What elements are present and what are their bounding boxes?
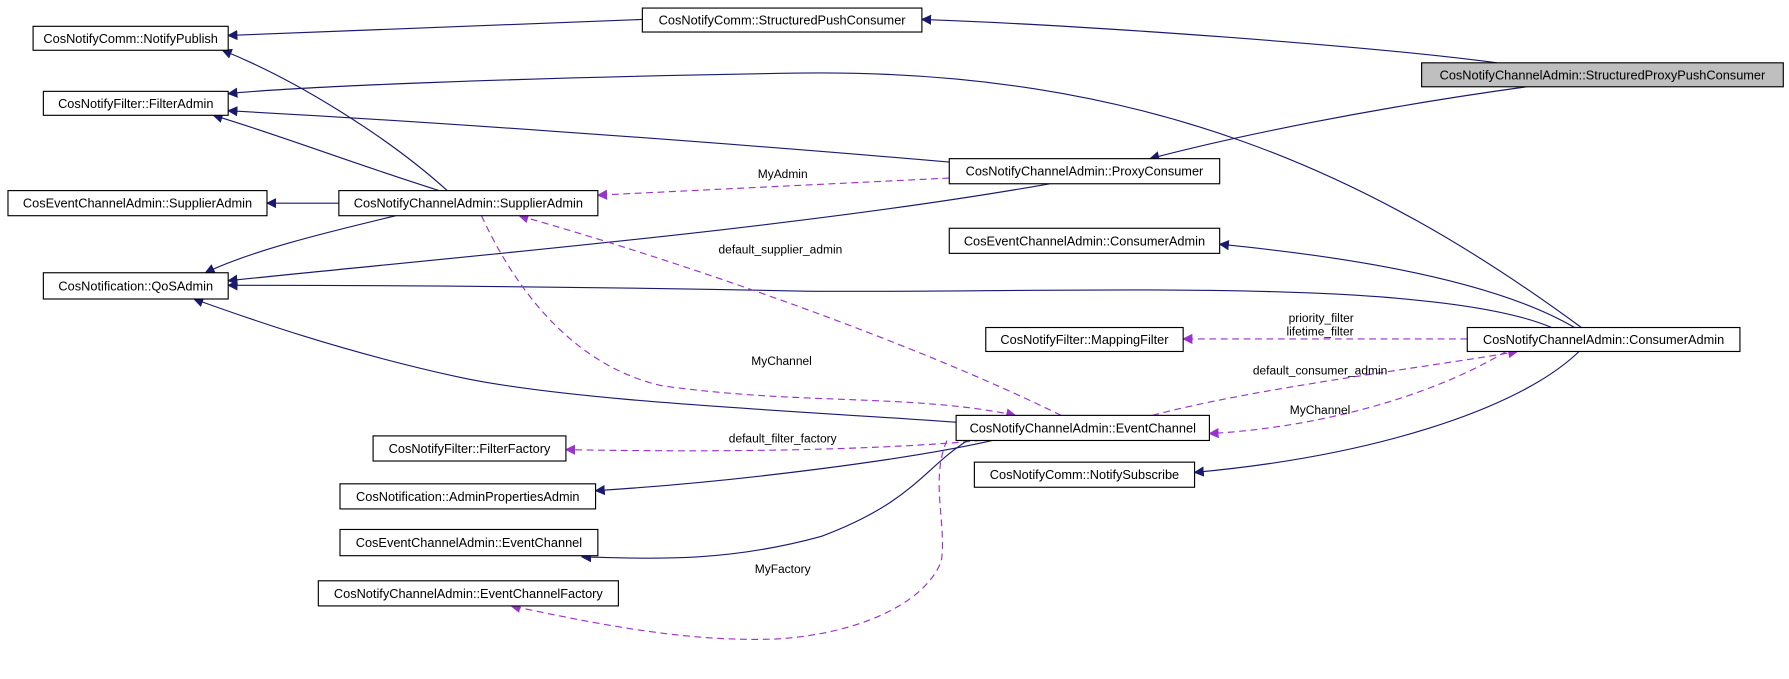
edge-sppc-to-structured-push-consumer (920, 14, 1497, 64)
edges (192, 14, 1582, 640)
edge-event-channel-to-qos-admin (192, 297, 957, 423)
edge-label-default-filter-factory: default_filter_factory (729, 432, 837, 446)
node-label: CosNotifyChannelAdmin::StructuredProxyPu… (1440, 67, 1766, 82)
node-filter-admin[interactable]: CosNotifyFilter::FilterAdmin (42, 90, 229, 116)
edge-supplier-admin-to-qos-admin (204, 215, 397, 274)
edge-event-channel-to-consumer-admin (1152, 348, 1519, 416)
edge-proxy-consumer-to-filter-admin (227, 106, 950, 163)
edge-consumer-admin-to-notify-subscribe (1193, 351, 1580, 477)
node-event-consumer-admin[interactable]: CosEventChannelAdmin::ConsumerAdmin (948, 227, 1221, 254)
node-notify-consumer-admin[interactable]: CosNotifyChannelAdmin::ConsumerAdmin (1466, 326, 1741, 353)
edge-structured-push-consumer-to-notify-publish (227, 18, 643, 41)
node-proxy-consumer[interactable]: CosNotifyChannelAdmin::ProxyConsumer (948, 158, 1221, 185)
node-event-channel-factory[interactable]: CosNotifyChannelAdmin::EventChannelFacto… (317, 580, 619, 607)
edge-label-lifetime-filter: lifetime_filter (1286, 325, 1353, 339)
node-label: CosNotifyChannelAdmin::ConsumerAdmin (1483, 332, 1724, 347)
edge-event-channel-to-admin-properties-admin (594, 439, 993, 496)
edge-label-priority-filter: priority_filter (1289, 311, 1354, 325)
edge-label-my-channel-supplier: MyChannel (751, 354, 812, 368)
node-label: CosNotifyFilter::FilterFactory (389, 441, 551, 456)
node-label: CosNotifyFilter::FilterAdmin (58, 96, 213, 111)
node-notify-supplier-admin[interactable]: CosNotifyChannelAdmin::SupplierAdmin (338, 190, 599, 217)
node-label: CosEventChannelAdmin::ConsumerAdmin (964, 233, 1205, 248)
edge-labels: MyAdmin default_supplier_admin priority_… (719, 167, 1388, 576)
edge-event-channel-to-supplier-admin (518, 213, 1062, 416)
node-notify-subscribe[interactable]: CosNotifyComm::NotifySubscribe (973, 461, 1196, 488)
edge-label-my-channel-consumer: MyChannel (1290, 403, 1351, 417)
edge-event-channel-to-event-event-channel (580, 439, 968, 563)
node-label: CosNotifyComm::NotifyPublish (43, 31, 218, 46)
node-label: CosNotifyFilter::MappingFilter (1000, 332, 1169, 347)
node-event-event-channel[interactable]: CosEventChannelAdmin::EventChannel (339, 528, 599, 557)
edge-label-default-supplier-admin: default_supplier_admin (719, 242, 843, 256)
node-label: CosEventChannelAdmin::SupplierAdmin (23, 196, 252, 211)
node-label: CosNotifyChannelAdmin::EventChannel (970, 420, 1196, 435)
node-label: CosEventChannelAdmin::EventChannel (356, 535, 582, 550)
edge-consumer-admin-to-filter-admin (227, 72, 1582, 328)
node-label: CosNotifyComm::StructuredPushConsumer (659, 13, 907, 28)
edge-proxy-consumer-to-qos-admin (227, 183, 1050, 285)
node-event-supplier-admin[interactable]: CosEventChannelAdmin::SupplierAdmin (7, 190, 268, 217)
node-mapping-filter[interactable]: CosNotifyFilter::MappingFilter (985, 326, 1184, 353)
edge-proxy-consumer-to-supplier-admin (596, 177, 950, 200)
node-filter-factory[interactable]: CosNotifyFilter::FilterFactory (372, 435, 567, 462)
edge-label-my-factory: MyFactory (755, 562, 811, 576)
node-label: CosNotifyComm::NotifySubscribe (990, 467, 1179, 482)
edge-consumer-admin-to-event-channel (1208, 350, 1507, 439)
edge-supplier-admin-to-filter-admin (212, 113, 440, 192)
edge-consumer-admin-to-event-consumer-admin (1218, 240, 1575, 329)
edge-consumer-admin-to-qos-admin (227, 280, 1552, 329)
edge-event-channel-to-filter-factory (564, 439, 982, 455)
node-label: CosNotifyChannelAdmin::EventChannelFacto… (334, 586, 604, 601)
node-label: CosNotifyChannelAdmin::ProxyConsumer (966, 164, 1204, 179)
edge-label-default-consumer-admin: default_consumer_admin (1253, 363, 1387, 377)
edge-sppc-to-proxy-consumer (1149, 86, 1527, 162)
edge-supplier-admin-to-event-channel (480, 215, 1017, 419)
node-structured-proxy-push-consumer[interactable]: CosNotifyChannelAdmin::StructuredProxyPu… (1421, 62, 1784, 88)
node-label: CosNotifyChannelAdmin::SupplierAdmin (354, 196, 583, 211)
node-notify-publish[interactable]: CosNotifyComm::NotifyPublish (32, 25, 229, 51)
edge-label-my-admin: MyAdmin (758, 167, 808, 181)
edge-event-channel-to-event-channel-factory (510, 440, 948, 640)
node-label: CosNotification::QoSAdmin (58, 278, 213, 293)
edge-supplier-admin-to-notify-publish (221, 48, 448, 192)
node-label: CosNotification::AdminPropertiesAdmin (356, 489, 580, 504)
node-qos-admin[interactable]: CosNotification::QoSAdmin (42, 272, 229, 300)
node-notify-event-channel[interactable]: CosNotifyChannelAdmin::EventChannel (955, 414, 1210, 442)
node-structured-push-consumer[interactable]: CosNotifyComm::StructuredPushConsumer (641, 7, 923, 33)
node-admin-properties-admin[interactable]: CosNotification::AdminPropertiesAdmin (339, 483, 597, 510)
